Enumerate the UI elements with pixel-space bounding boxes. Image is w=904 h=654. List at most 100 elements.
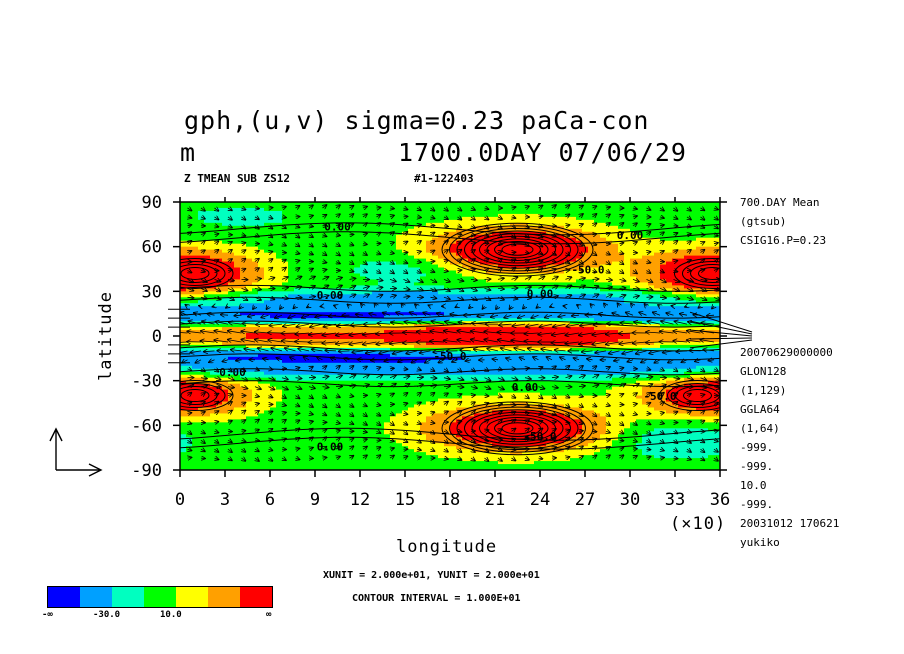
field-cell xyxy=(366,252,373,257)
field-cell xyxy=(264,392,271,397)
field-cell xyxy=(390,315,397,319)
field-cell xyxy=(318,282,325,286)
field-cell xyxy=(330,267,337,272)
field-cell xyxy=(198,359,205,364)
field-cell xyxy=(438,452,445,456)
field-cell xyxy=(288,461,295,465)
field-cell xyxy=(426,422,433,426)
field-cell xyxy=(420,327,427,331)
field-cell xyxy=(324,279,331,283)
field-cell xyxy=(354,386,361,391)
field-cell xyxy=(192,422,199,426)
field-cell xyxy=(390,359,397,364)
field-cell xyxy=(222,419,229,423)
field-cell xyxy=(234,285,241,289)
field-cell xyxy=(426,228,433,233)
field-cell xyxy=(378,377,385,382)
field-cell xyxy=(192,330,199,334)
field-cell xyxy=(318,318,325,322)
field-cell xyxy=(330,395,337,400)
field-cell xyxy=(354,291,361,295)
field-cell xyxy=(264,246,271,251)
field-cell xyxy=(432,467,439,470)
field-cell xyxy=(210,282,217,286)
field-cell xyxy=(318,371,325,376)
field-cell xyxy=(204,452,211,456)
field-cell xyxy=(246,353,253,358)
field-cell xyxy=(366,270,373,275)
field-cell xyxy=(306,467,313,470)
field-cell xyxy=(456,219,463,224)
field-cell xyxy=(198,264,205,269)
field-cell xyxy=(180,318,187,322)
field-cell xyxy=(186,324,193,328)
field-cell xyxy=(330,404,337,409)
field-cell xyxy=(450,422,457,426)
field-cell xyxy=(186,234,193,239)
field-cell xyxy=(180,458,187,462)
field-cell xyxy=(312,252,319,257)
field-cell xyxy=(378,246,385,251)
field-cell xyxy=(240,282,247,286)
field-cell xyxy=(252,276,259,281)
field-cell xyxy=(342,222,349,227)
field-cell xyxy=(330,288,337,292)
field-cell xyxy=(192,428,199,432)
field-cell xyxy=(204,443,211,447)
field-cell xyxy=(360,452,367,456)
field-cell xyxy=(234,318,241,322)
field-cell xyxy=(384,398,391,403)
field-cell xyxy=(312,356,319,361)
field-cell xyxy=(360,237,367,242)
field-cell xyxy=(276,228,283,233)
field-cell xyxy=(228,374,235,379)
field-cell xyxy=(432,219,439,224)
field-cell xyxy=(360,362,367,367)
field-cell xyxy=(276,312,283,316)
field-cell xyxy=(258,246,265,251)
sub-left-label: Z TMEAN SUB ZS12 xyxy=(184,172,290,185)
field-cell xyxy=(456,344,463,349)
field-cell xyxy=(420,455,427,459)
field-cell xyxy=(318,240,325,245)
field-cell xyxy=(354,276,361,281)
field-cell xyxy=(294,362,301,367)
field-cell xyxy=(258,294,265,298)
field-cell xyxy=(414,237,421,242)
field-cell xyxy=(396,240,403,245)
field-cell xyxy=(420,300,427,304)
field-cell xyxy=(342,219,349,224)
field-cell xyxy=(438,297,445,301)
field-cell xyxy=(210,404,217,409)
field-cell xyxy=(450,404,457,409)
field-cell xyxy=(438,210,445,215)
field-cell xyxy=(198,362,205,367)
field-cell xyxy=(294,318,301,322)
field-cell xyxy=(408,261,415,266)
field-cell xyxy=(426,318,433,322)
field-cell xyxy=(240,219,247,224)
field-cell xyxy=(312,341,319,346)
field-cell xyxy=(258,273,265,278)
field-cell xyxy=(180,336,187,340)
field-cell xyxy=(276,416,283,420)
field-cell xyxy=(384,237,391,242)
field-cell xyxy=(324,219,331,224)
field-cell xyxy=(468,315,475,319)
field-cell xyxy=(414,324,421,328)
field-cell xyxy=(276,362,283,367)
field-cell xyxy=(414,264,421,269)
field-cell xyxy=(210,312,217,316)
field-cell xyxy=(336,434,343,438)
field-cell xyxy=(240,434,247,438)
field-cell xyxy=(192,407,199,412)
field-cell xyxy=(318,252,325,257)
field-cell xyxy=(330,210,337,215)
field-cell xyxy=(222,300,229,304)
field-cell xyxy=(450,452,457,456)
field-cell xyxy=(444,306,451,310)
field-cell xyxy=(180,306,187,310)
field-cell xyxy=(210,264,217,269)
field-cell xyxy=(318,255,325,260)
field-cell xyxy=(396,213,403,218)
